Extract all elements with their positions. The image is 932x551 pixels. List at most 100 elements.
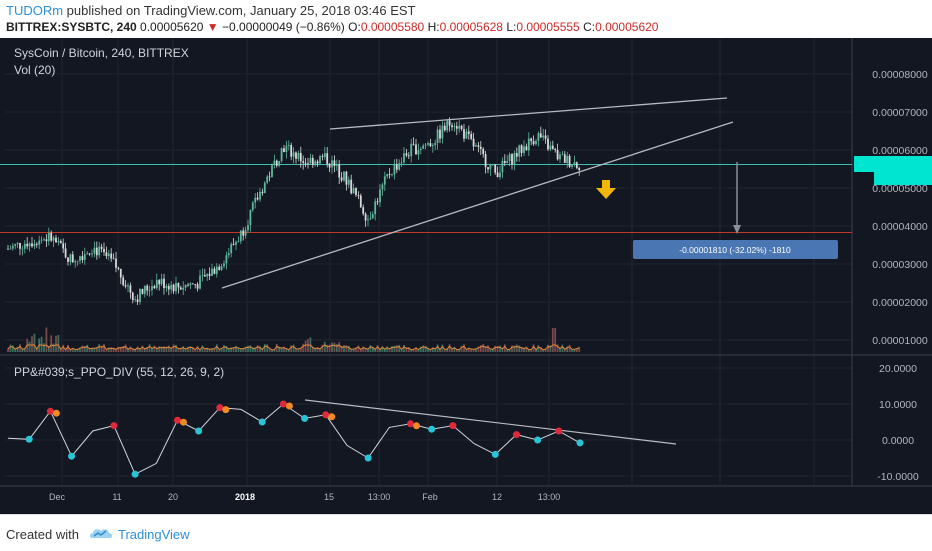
candle-body (139, 288, 141, 303)
candle-body (559, 154, 561, 160)
volume-bar (290, 345, 293, 352)
volume-bar (487, 345, 489, 352)
volume-bar (431, 347, 434, 352)
indicator-axis[interactable]: 20.0000 10.0000 0.0000 -10.0000 (877, 363, 919, 483)
candle-body (415, 144, 417, 155)
tradingview-cloud-icon (89, 529, 113, 538)
candle-body (489, 164, 492, 170)
ppo-trough-dot (491, 450, 499, 458)
tradingview-link[interactable]: TradingView (118, 527, 190, 542)
candle-body (407, 155, 410, 157)
down-arrow-icon (596, 180, 616, 199)
candle-body (532, 141, 535, 145)
volume-bar (129, 346, 132, 352)
volume-bar (316, 347, 319, 352)
grid-lines (5, 38, 852, 486)
candle-body (271, 164, 273, 177)
candle-body (227, 253, 230, 256)
candle-body (199, 275, 201, 289)
candle-body (110, 253, 113, 259)
ppo-divergence-line[interactable] (304, 399, 677, 445)
open-label: O: (348, 20, 361, 34)
candle-body (431, 145, 434, 147)
candle-body (448, 120, 451, 126)
volume-bar (275, 344, 278, 352)
volume-bar (292, 344, 295, 352)
candle-body (321, 156, 324, 158)
candle-body (542, 135, 545, 138)
volume-bar (568, 344, 571, 352)
volume-bar (359, 349, 362, 352)
author-link[interactable]: TUDORm (6, 3, 64, 18)
candle-body (203, 275, 206, 277)
candle-body (371, 214, 374, 219)
candle-body (537, 133, 540, 141)
volume-ma-line (7, 344, 580, 351)
ppo-trough-dot (258, 418, 266, 426)
candle-body (515, 153, 518, 157)
candle-body (398, 163, 401, 170)
candle-body (568, 155, 571, 167)
indicator-tick-label: 0.0000 (882, 435, 914, 447)
volume-bar (479, 345, 482, 352)
volume-bar (244, 346, 247, 352)
candle-body (83, 254, 86, 260)
time-axis[interactable]: Dec 11 20 2018 15 13:00 Feb 12 13:00 (49, 492, 560, 502)
candle-body (393, 164, 396, 175)
volume-bar (155, 347, 158, 352)
down-triangle-icon: ▼ (206, 20, 219, 34)
time-tick-label: 20 (168, 492, 178, 502)
measure-box[interactable] (633, 240, 838, 259)
candle-body (417, 149, 420, 155)
ppo-divergence-dot (52, 409, 60, 417)
created-with-label: Created with (6, 527, 79, 542)
candle-body (105, 252, 108, 257)
upper-wedge-line[interactable] (329, 97, 728, 130)
candle-body (403, 153, 405, 163)
volume-bar (439, 349, 441, 352)
volume-bar (285, 348, 288, 352)
candle-body (155, 280, 158, 289)
volume-bar (91, 347, 93, 352)
price-axis[interactable]: 0.00008000 0.00007000 0.00006000 0.00005000… (872, 69, 928, 347)
time-tick-label: 2018 (235, 492, 255, 502)
volume-bar (31, 336, 33, 352)
volume-bar (230, 347, 233, 352)
candle-body (335, 164, 338, 166)
candle-body (208, 273, 211, 276)
volume-bar (405, 347, 408, 352)
volume-bar (194, 349, 197, 352)
candle-body (487, 167, 489, 170)
candle-body (191, 283, 194, 285)
volume-bar (465, 349, 468, 352)
volume-bar (321, 344, 324, 352)
volume-bar (227, 348, 230, 352)
lower-wedge-line[interactable] (221, 121, 734, 289)
candle-body (247, 225, 249, 231)
volume-bar (232, 347, 235, 352)
volume-bar (141, 345, 144, 352)
candle-body (376, 201, 379, 203)
candle-body (410, 143, 413, 157)
candle-body (33, 243, 36, 247)
volume-bar (151, 347, 153, 352)
volume-bar (535, 349, 537, 352)
candle-body (218, 266, 221, 271)
volume-bar (122, 346, 125, 352)
volume-bar (304, 340, 307, 352)
ppo-trough-dot (131, 470, 139, 478)
volume-bar (249, 345, 252, 352)
volume-bar (549, 345, 552, 352)
volume-bar (333, 342, 336, 352)
candle-body (513, 153, 516, 165)
candle-body (86, 253, 89, 255)
candle-body (146, 285, 149, 291)
candle-body (297, 153, 300, 159)
chart-canvas[interactable]: -0.00001810 (-32.02%) -1810 0.000080000.… (0, 38, 932, 514)
indicator-tick-label: 20.0000 (879, 363, 917, 375)
candle-body (81, 256, 84, 260)
chart-area[interactable]: -0.00001810 (-32.02%) -1810 0.00008000 0.… (0, 38, 932, 514)
volume-bar (52, 343, 55, 352)
candle-body (434, 142, 437, 146)
volume-bar (206, 347, 209, 352)
